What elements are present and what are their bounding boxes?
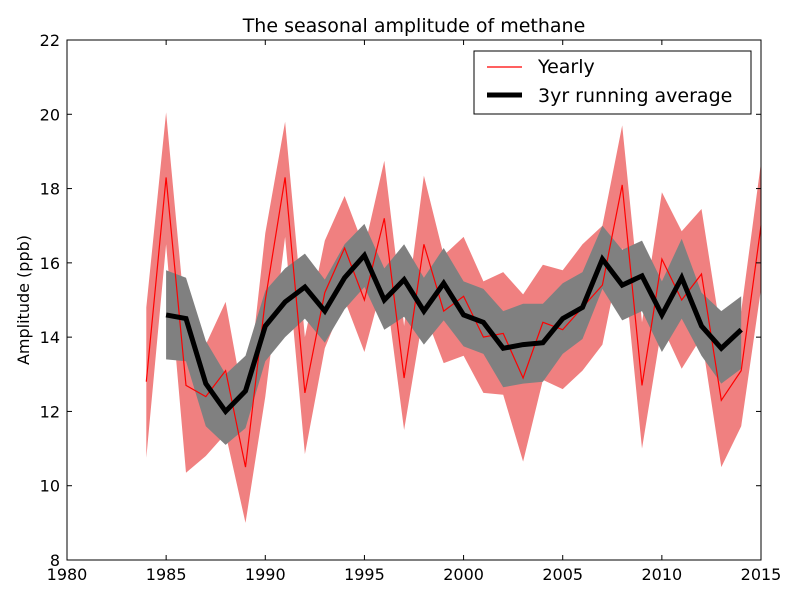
- x-tick-label-1980: 1980: [47, 565, 88, 584]
- y-tick-label-14: 14: [40, 328, 60, 347]
- x-tick-label-2005: 2005: [542, 565, 583, 584]
- x-tick-label-1995: 1995: [344, 565, 385, 584]
- y-axis-label: Amplitude (ppb): [14, 235, 33, 365]
- series-line-3yr-running-average: [165, 250, 743, 416]
- legend-label-running-average: 3yr running average: [538, 85, 732, 107]
- x-tick-label-1990: 1990: [245, 565, 286, 584]
- x-tick-label-2000: 2000: [443, 565, 484, 584]
- legend: Yearly 3yr running average: [473, 50, 752, 115]
- x-tick-label-2015: 2015: [741, 565, 782, 584]
- y-tick-label-8: 8: [50, 551, 60, 570]
- y-tick-label-18: 18: [40, 180, 60, 199]
- legend-label-yearly: Yearly: [537, 56, 595, 78]
- x-tick-label-1985: 1985: [146, 565, 187, 584]
- y-tick-label-20: 20: [40, 105, 60, 124]
- x-tick-label-2010: 2010: [641, 565, 682, 584]
- chart-title: The seasonal amplitude of methane: [242, 15, 586, 37]
- y-tick-label-22: 22: [40, 31, 60, 50]
- band-3yr-running-average: [166, 223, 742, 445]
- y-tick-label-10: 10: [40, 477, 60, 496]
- y-tick-label-16: 16: [40, 254, 60, 273]
- y-tick-label-12: 12: [40, 402, 60, 421]
- plot-area: 1980 1985 1990 1995 2000 2005 2010 2015 8 10 12 14 1…: [40, 31, 782, 584]
- legend-box: [473, 50, 752, 115]
- plot-frame: [66, 39, 762, 561]
